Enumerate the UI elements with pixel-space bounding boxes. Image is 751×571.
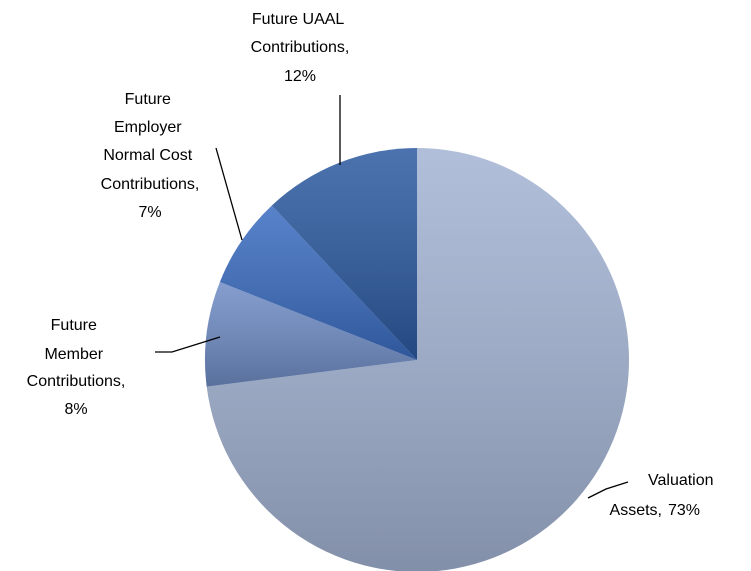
slice-shade — [219, 205, 417, 360]
category-label: Future Employer Normal Cost Contribution… — [101, 91, 200, 193]
value-label: 7% — [138, 204, 161, 221]
category-label: Valuation Assets, — [610, 472, 718, 519]
slice-shade — [205, 281, 417, 387]
value-label: 8% — [64, 401, 87, 418]
category-label: Future Member Contributions, — [27, 317, 126, 390]
leader-line — [215, 147, 243, 241]
value-label: 12% — [284, 68, 316, 85]
category-label: Future UAAL Contributions, — [251, 11, 350, 56]
leader-line — [155, 336, 221, 353]
slice-shade — [206, 148, 629, 571]
slice-shade — [271, 148, 417, 360]
leader-line — [587, 481, 629, 499]
value-label: 73% — [668, 502, 700, 519]
